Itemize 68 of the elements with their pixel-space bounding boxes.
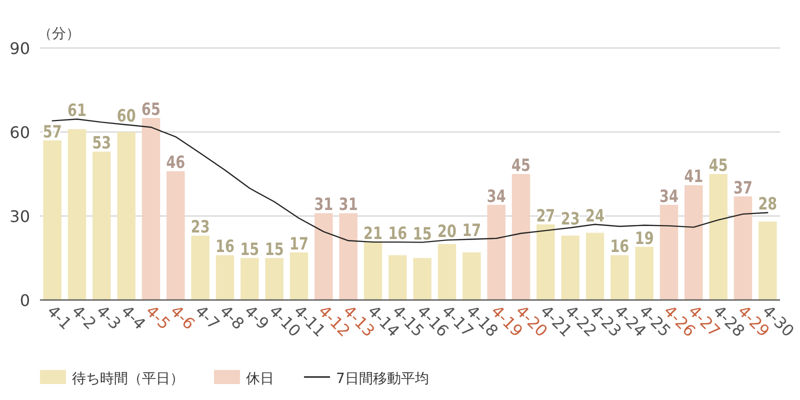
bar [734, 196, 752, 300]
data-label: 23 [190, 217, 210, 238]
bar [487, 204, 506, 300]
bar [610, 255, 629, 300]
data-label: 61 [68, 100, 86, 121]
data-label: 20 [438, 222, 456, 242]
bar [684, 185, 703, 300]
y-tick-label: 0 [20, 291, 30, 310]
bar [240, 258, 259, 300]
data-label: 31 [338, 194, 358, 215]
bar [290, 252, 308, 300]
data-label: 57 [42, 122, 62, 142]
data-label: 45 [708, 156, 728, 176]
data-label: 46 [166, 152, 186, 173]
bar [166, 171, 185, 300]
bar [216, 255, 234, 300]
data-label: 41 [684, 166, 704, 187]
data-label: 17 [462, 220, 482, 241]
data-label: 31 [314, 194, 334, 215]
data-label: 34 [486, 186, 506, 206]
bar [635, 246, 654, 300]
bar [709, 174, 728, 300]
data-label: 21 [364, 224, 382, 244]
data-label: 16 [216, 236, 234, 257]
bar [462, 252, 481, 300]
data-label: 60 [116, 106, 136, 126]
bar [43, 140, 62, 300]
data-label: 15 [240, 240, 260, 260]
bar [339, 213, 358, 300]
y-axis-title: （分） [38, 26, 80, 42]
bar [142, 118, 160, 300]
data-label: 16 [610, 236, 630, 257]
data-label: 19 [634, 228, 654, 248]
bar [92, 152, 111, 300]
bar [191, 236, 210, 300]
bar [314, 213, 333, 300]
data-label: 17 [290, 234, 308, 254]
y-tick-label: 30 [10, 207, 30, 226]
bar [586, 232, 604, 300]
y-tick-label: 90 [10, 39, 30, 58]
legend-label: 7日間移動平均 [336, 371, 429, 387]
bar [265, 258, 284, 300]
data-label: 53 [92, 133, 112, 154]
data-label: 65 [142, 100, 160, 120]
bar [413, 258, 432, 300]
bar [758, 222, 777, 300]
bar [388, 255, 407, 300]
data-label: 15 [412, 224, 432, 244]
legend-label: 待ち時間（平日） [72, 371, 184, 387]
data-label: 37 [734, 178, 752, 198]
data-label: 15 [264, 240, 284, 260]
bar [364, 241, 382, 300]
data-label: 45 [512, 156, 530, 176]
data-label: 24 [586, 206, 604, 226]
data-label: 27 [536, 206, 556, 226]
data-label: 16 [388, 224, 408, 244]
bar [561, 236, 580, 300]
bar [117, 132, 136, 300]
data-label: 23 [560, 209, 580, 230]
bar [68, 129, 86, 300]
bar [512, 174, 530, 300]
data-label: 28 [758, 194, 778, 214]
bar [660, 204, 678, 300]
bar [536, 224, 555, 300]
bar [438, 244, 456, 300]
data-label: 34 [660, 186, 678, 206]
legend-label: 休日 [246, 371, 274, 387]
y-tick-label: 60 [10, 123, 30, 142]
